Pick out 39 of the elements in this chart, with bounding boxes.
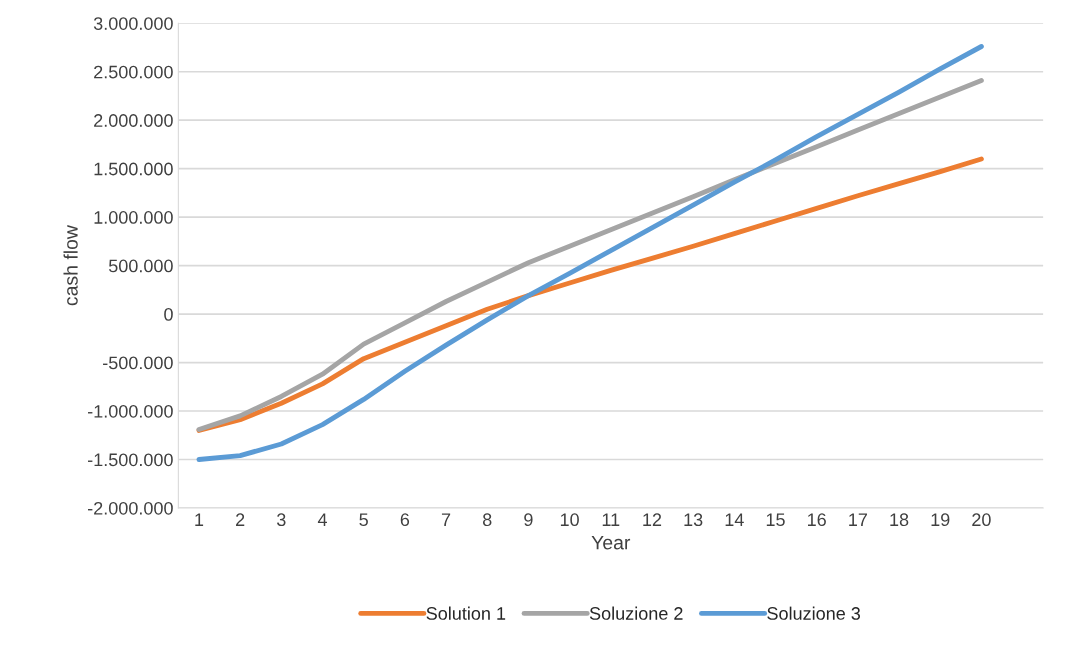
line-series: [196, 156, 984, 433]
y-tick-label: 1.500.000: [94, 162, 173, 176]
y-tick-label: -1.500.000: [87, 453, 173, 467]
y-tick-label: -2.000.000: [87, 501, 173, 515]
x-tick-label: 4: [317, 513, 327, 526]
x-tick-label: 6: [400, 513, 410, 527]
x-tick-label: 2: [236, 513, 245, 526]
x-axis-title: Year: [591, 535, 631, 550]
x-tick-label: 1: [195, 513, 204, 526]
x-tick-label: 11: [602, 513, 620, 526]
x-tick-label: 5: [359, 513, 368, 527]
legend-label: Soluzione 2: [589, 606, 683, 620]
x-tick-label: 14: [725, 513, 744, 526]
y-tick-label: 2.000.000: [94, 114, 173, 127]
line-series: [196, 78, 984, 432]
y-tick-label: 1.000.000: [94, 211, 173, 224]
legend-label: Solution 1: [426, 606, 506, 620]
line-series: [196, 44, 984, 462]
y-tick-label: 2.500.000: [94, 65, 173, 79]
x-tick-label: 12: [643, 513, 662, 526]
x-tick-label: 9: [524, 513, 533, 527]
x-tick-label: 20: [972, 513, 991, 527]
y-tick-label: -1.000.000: [87, 404, 173, 418]
x-tick-label: 13: [684, 513, 703, 527]
x-tick-label: 15: [766, 513, 785, 527]
x-tick-label: 3: [276, 513, 286, 527]
legend-label: Soluzione 3: [767, 606, 861, 620]
y-tick-label: 500.000: [108, 259, 173, 273]
y-tick-label: 0: [164, 308, 173, 321]
y-tick-label: -500.000: [103, 356, 173, 370]
x-tick-label: 8: [482, 513, 492, 527]
x-tick-label: 18: [890, 513, 909, 527]
x-tick-label: 16: [808, 513, 826, 527]
x-tick-label: 19: [931, 513, 950, 527]
y-tick-label: 3.000.000: [93, 17, 173, 30]
x-tick-label: 10: [560, 513, 579, 527]
y-axis-title: cash flow: [63, 225, 78, 306]
x-tick-label: 17: [849, 513, 867, 526]
x-tick-label: 7: [441, 513, 451, 526]
